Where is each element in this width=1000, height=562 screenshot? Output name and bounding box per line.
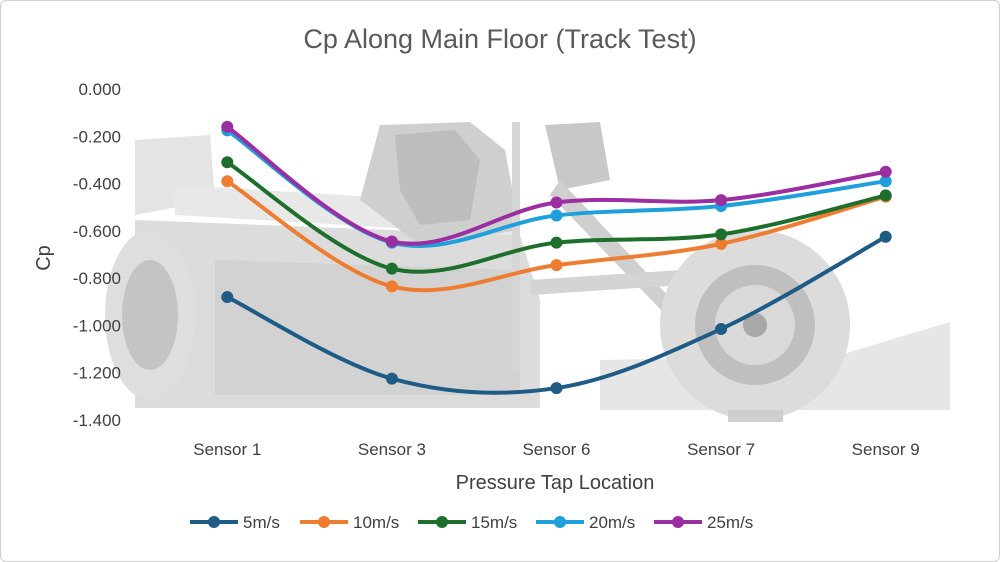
legend-swatch-marker	[436, 516, 448, 528]
data-point	[550, 209, 563, 222]
data-point	[715, 237, 728, 250]
y-tick-label: -0.400	[73, 175, 121, 194]
y-axis-ticks: 0.000 -0.200 -0.400 -0.600 -0.800 -1.000 -1.20…	[73, 80, 121, 430]
series-5m-s	[221, 230, 892, 395]
legend-label: 20m/s	[589, 513, 635, 532]
y-tick-label: -1.400	[73, 411, 121, 430]
legend-item: 15m/s	[418, 513, 517, 532]
x-tick-label: Sensor 7	[687, 440, 755, 459]
data-point	[385, 280, 398, 293]
data-point	[879, 189, 892, 202]
legend-label: 15m/s	[471, 513, 517, 532]
data-point	[385, 372, 398, 385]
legend-item: 5m/s	[190, 513, 280, 532]
y-tick-label: -1.200	[73, 364, 121, 383]
data-point	[715, 228, 728, 241]
legend-swatch-marker	[672, 516, 684, 528]
data-point	[385, 262, 398, 275]
legend-label: 5m/s	[243, 513, 280, 532]
data-point	[221, 291, 234, 304]
y-axis-title: Cp	[33, 245, 55, 271]
legend-item: 10m/s	[300, 513, 399, 532]
data-point	[550, 259, 563, 272]
x-axis-title: Pressure Tap Location	[456, 472, 655, 494]
chart-title: Cp Along Main Floor (Track Test)	[303, 24, 696, 54]
y-tick-label: -0.200	[73, 127, 121, 146]
series-layer	[221, 120, 892, 395]
data-point	[550, 382, 563, 395]
x-tick-label: Sensor 1	[193, 440, 261, 459]
data-point	[385, 235, 398, 248]
data-point	[879, 165, 892, 178]
y-tick-label: -0.600	[73, 222, 121, 241]
data-point	[550, 236, 563, 249]
data-point	[221, 156, 234, 169]
legend-swatch-marker	[208, 516, 220, 528]
legend-swatch-marker	[318, 516, 330, 528]
legend-item: 25m/s	[654, 513, 753, 532]
series-15m-s	[221, 156, 892, 275]
y-tick-label: 0.000	[78, 80, 121, 99]
data-point	[879, 175, 892, 188]
legend: 5m/s 10m/s 15m/s 20m/s 25m/s	[190, 513, 753, 532]
legend-label: 10m/s	[353, 513, 399, 532]
legend-item: 20m/s	[536, 513, 635, 532]
x-axis-ticks: Sensor 1 Sensor 3 Sensor 6 Sensor 7 Sensor 9	[193, 440, 919, 459]
x-tick-label: Sensor 6	[522, 440, 590, 459]
data-point	[715, 194, 728, 207]
data-point	[550, 196, 563, 209]
legend-swatch-marker	[554, 516, 566, 528]
legend-label: 25m/s	[707, 513, 753, 532]
series-25m-s	[221, 120, 892, 248]
data-point	[221, 175, 234, 188]
data-point	[715, 322, 728, 335]
y-tick-label: -0.800	[73, 269, 121, 288]
data-point	[879, 230, 892, 243]
y-tick-label: -1.000	[73, 316, 121, 335]
x-tick-label: Sensor 9	[852, 440, 920, 459]
data-point	[221, 120, 234, 133]
x-tick-label: Sensor 3	[358, 440, 426, 459]
series-line	[225, 124, 888, 246]
